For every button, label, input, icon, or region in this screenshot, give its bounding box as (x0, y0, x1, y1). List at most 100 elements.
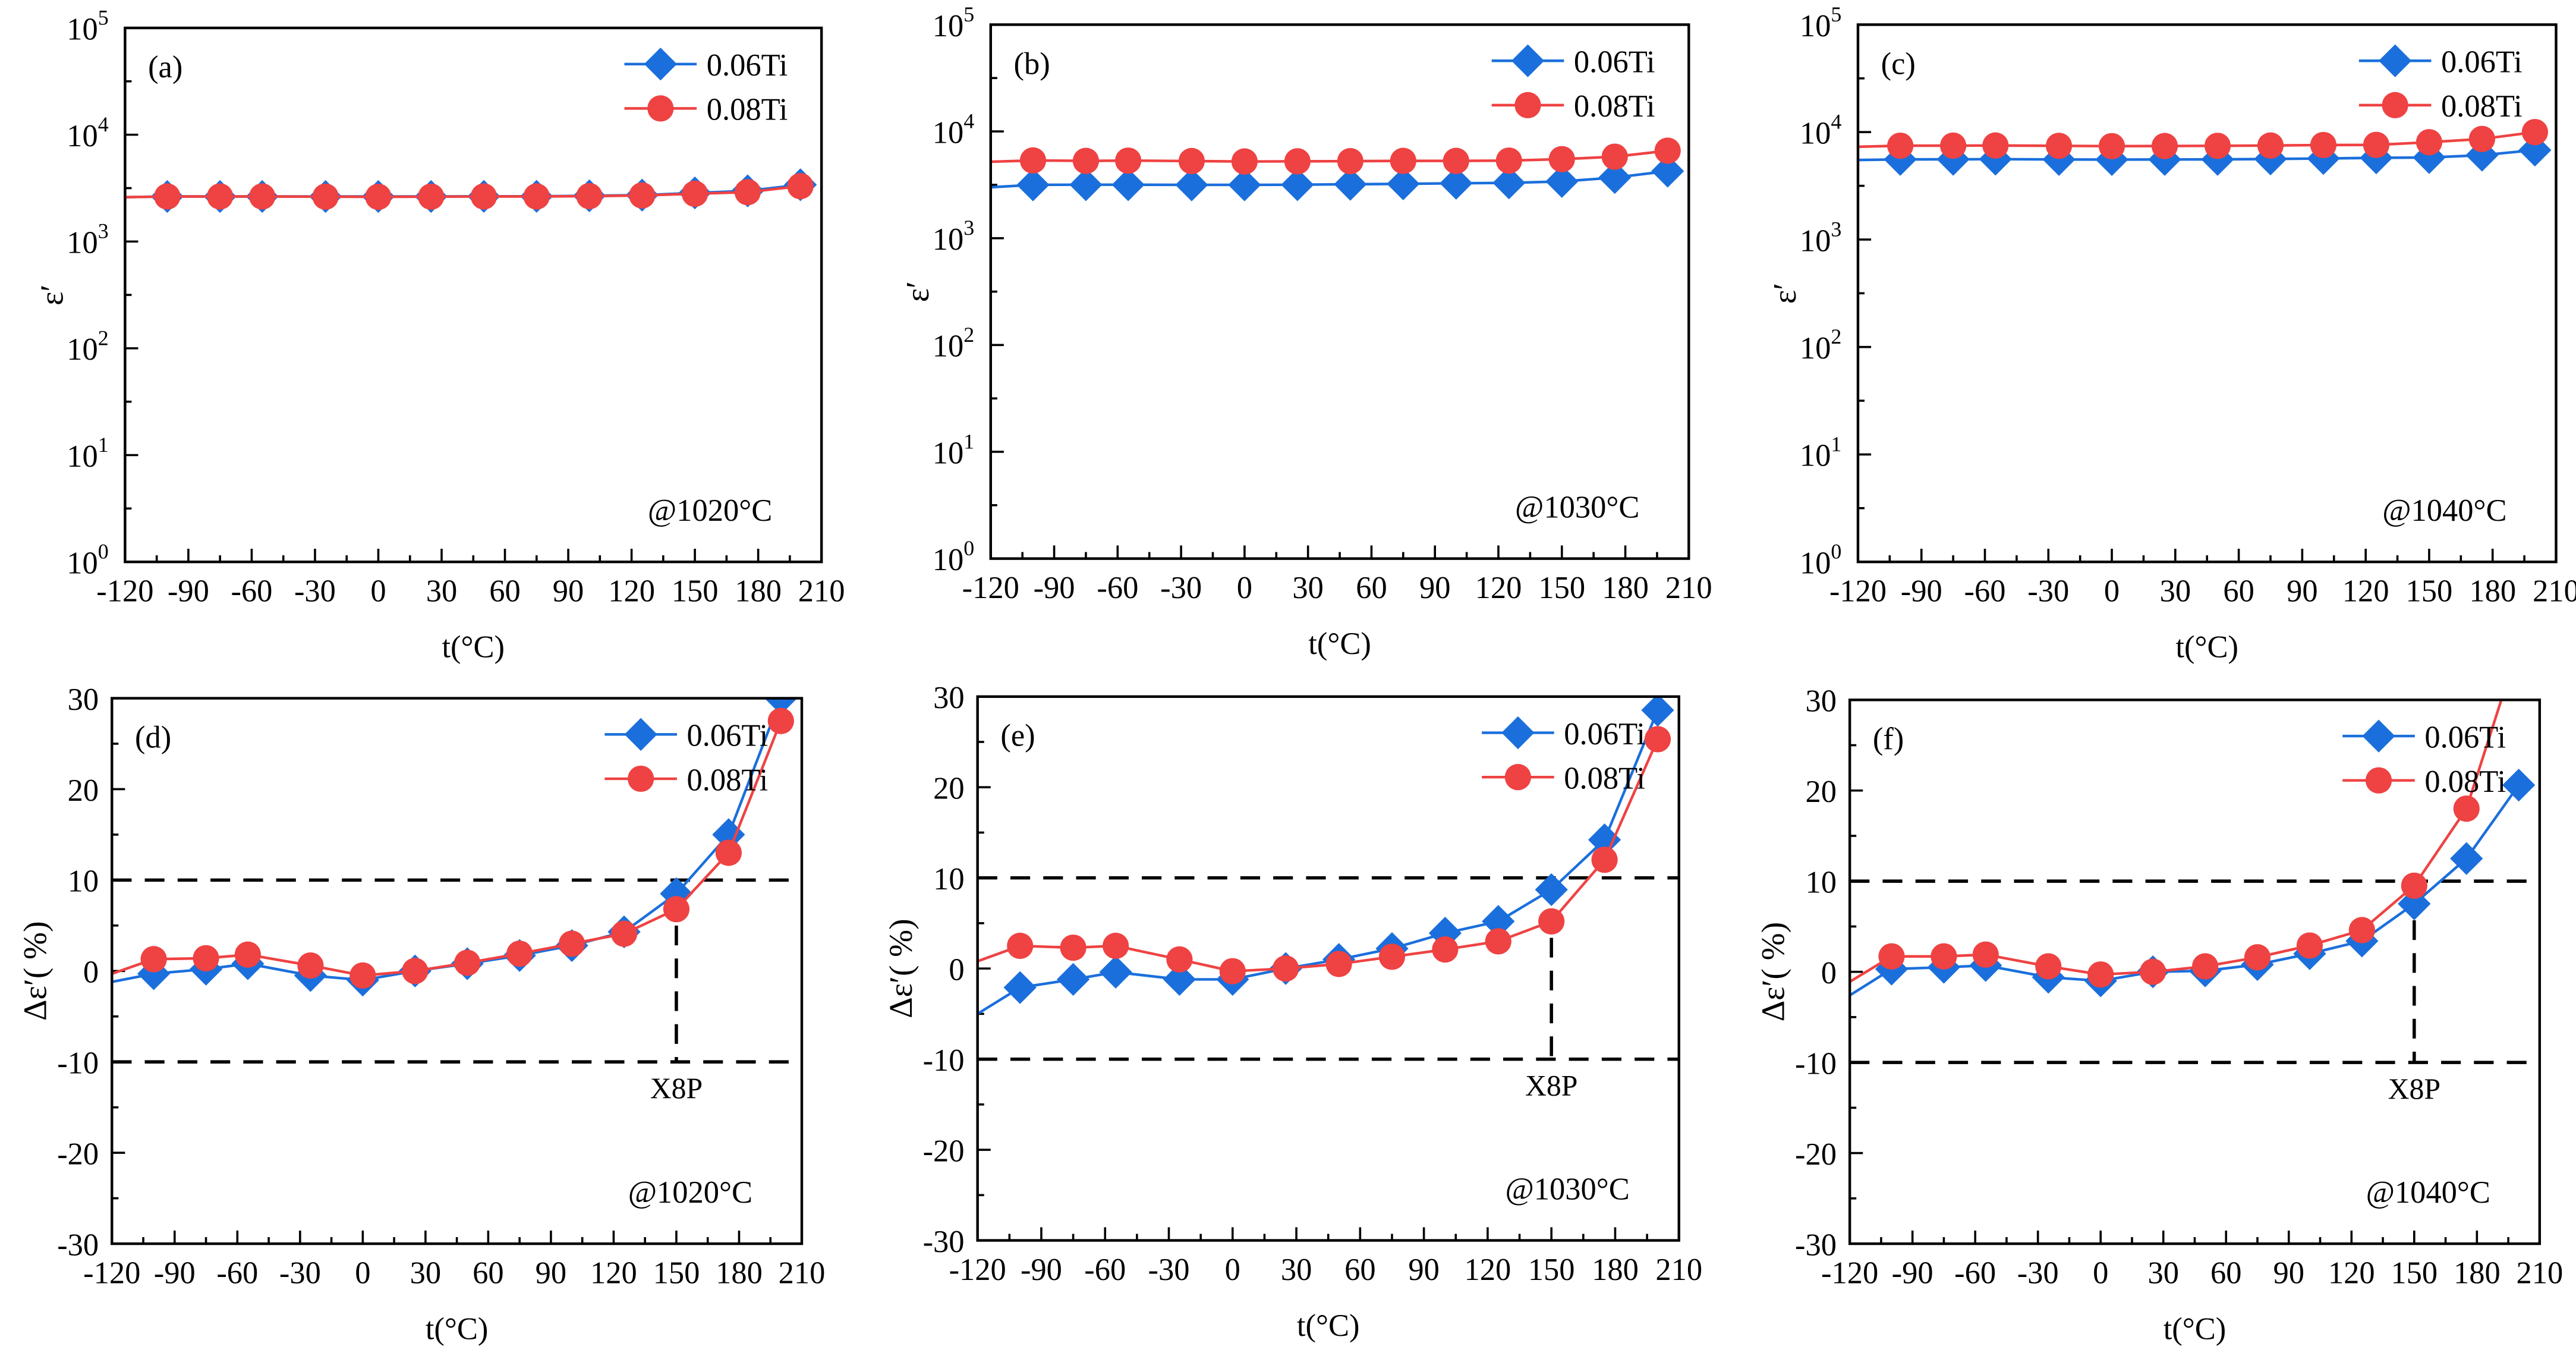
data-point-diamond (1387, 167, 1420, 200)
x-axis-label: t(°C) (1308, 627, 1371, 661)
y-tick-exponent: 0 (963, 536, 974, 560)
panel-label: (d) (135, 720, 171, 754)
y-tick-label: 100 (933, 536, 974, 577)
y-tick-base: 10 (933, 9, 964, 43)
data-point-diamond (2362, 719, 2395, 753)
plot-area (1850, 700, 2536, 998)
legend-item: 0.08Ti (1482, 762, 1645, 796)
x-tick-label: 0 (1237, 571, 1252, 605)
y-axis-label: ε′ (33, 284, 70, 305)
y-tick-label: 102 (67, 326, 108, 367)
sintering-temperature-annotation: @1040°C (2382, 493, 2506, 528)
y-tick-label: -30 (1795, 1228, 1837, 1262)
sintering-temperature-annotation: @1040°C (2366, 1175, 2490, 1210)
y-tick-label: 102 (933, 323, 974, 364)
x-tick-label: 150 (2406, 574, 2453, 608)
y-tick-base: 10 (1800, 117, 1831, 151)
x-tick-label: 210 (1665, 571, 1712, 605)
series-line-0.06Ti (977, 709, 1659, 1015)
data-point-diamond (1099, 955, 1132, 989)
data-point-circle (1007, 932, 1034, 960)
y-tick-label: 0 (1821, 956, 1837, 990)
data-point-circle (207, 183, 234, 210)
data-point-circle (1931, 943, 1957, 970)
data-point-circle (1273, 955, 1299, 982)
data-point-circle (1972, 941, 1999, 968)
y-tick-exponent: 4 (1831, 110, 1841, 134)
x-tick-label: -60 (216, 1256, 258, 1290)
y-tick-label: 30 (1806, 684, 1837, 719)
x-tick-label: 150 (672, 574, 719, 608)
chart-panel-b: -120 -90 -60 -30 0 30 60 90 120 150 180 21010010110… (899, 2, 1712, 661)
y-tick-label: 30 (68, 682, 99, 717)
y-tick-label: 100 (1800, 540, 1841, 581)
x-tick-label: -30 (1160, 571, 1202, 605)
data-point-circle (1504, 764, 1532, 791)
y-tick-base: 10 (933, 115, 964, 150)
y-tick-exponent: 4 (98, 112, 109, 136)
data-point-circle (2140, 958, 2166, 985)
data-point-diamond (1281, 168, 1314, 202)
data-point-circle (681, 180, 708, 207)
x-tick-label: -30 (2017, 1256, 2059, 1290)
data-point-circle (1443, 147, 1469, 174)
y-tick-label: 20 (933, 772, 965, 806)
y-tick-label: 10 (1806, 866, 1837, 900)
data-point-circle (1219, 958, 1246, 984)
data-point-circle (2035, 953, 2062, 980)
data-point-diamond (1334, 168, 1367, 201)
y-tick-label: 0 (83, 955, 99, 990)
data-point-circle (663, 896, 690, 923)
data-point-circle (1060, 934, 1087, 961)
data-point-circle (193, 945, 219, 971)
data-point-circle (454, 949, 481, 976)
data-point-circle (140, 946, 167, 973)
data-point-diamond (1069, 168, 1103, 202)
x-tick-label: 210 (2533, 574, 2576, 608)
x-tick-label: -60 (1964, 574, 2006, 608)
y-tick-label: 101 (1800, 432, 1841, 473)
x-tick-label: 90 (1419, 571, 1451, 605)
panel-label: (b) (1013, 46, 1050, 81)
sintering-temperature-annotation: @1020°C (628, 1175, 752, 1210)
data-point-circle (470, 183, 497, 210)
data-point-circle (1103, 932, 1129, 960)
x-tick-label: -30 (2027, 574, 2069, 608)
sintering-temperature-annotation: @1030°C (1505, 1172, 1629, 1206)
y-tick-label: -20 (1795, 1137, 1837, 1172)
x-tick-label: 90 (536, 1256, 567, 1290)
y-tick-label: 103 (933, 216, 974, 257)
data-point-circle (576, 183, 603, 210)
y-tick-label: 104 (67, 112, 109, 153)
x-tick-label: 60 (489, 574, 521, 608)
data-point-circle (610, 920, 638, 947)
legend-item: 0.08Ti (604, 763, 768, 797)
axes-frame (989, 23, 1690, 560)
data-point-diamond (1651, 155, 1684, 188)
y-tick-exponent: 3 (98, 219, 109, 243)
data-point-diamond (2450, 842, 2483, 875)
y-tick-exponent: 3 (1831, 217, 1841, 241)
x-tick-label: -60 (1084, 1253, 1126, 1287)
data-point-circle (1178, 147, 1205, 175)
y-tick-label: 103 (1800, 217, 1841, 258)
data-point-circle (1378, 943, 1406, 970)
x-tick-label: 120 (1475, 571, 1522, 605)
x-tick-label: -90 (1034, 571, 1075, 605)
x-tick-label: 210 (2516, 1256, 2563, 1290)
y-tick-exponent: 5 (98, 5, 109, 29)
x-tick-label: -90 (1892, 1256, 1933, 1290)
y-tick-base: 10 (1800, 224, 1831, 258)
x-tick-label: 90 (2273, 1256, 2305, 1290)
data-point-circle (734, 179, 761, 206)
y-tick-exponent: 0 (98, 540, 109, 564)
x-tick-label: 30 (1281, 1253, 1312, 1287)
x-axis-label: t(°C) (1297, 1308, 1360, 1343)
y-tick-exponent: 4 (963, 109, 974, 133)
data-point-diamond (1482, 905, 1515, 938)
x-tick-label: 180 (2469, 574, 2516, 608)
legend-label: 0.08Ti (687, 763, 769, 797)
y-tick-label: 10 (68, 864, 99, 899)
x-tick-label: 30 (2147, 1256, 2179, 1290)
chart-panel-f: -120 -90 -60 -30 0 30 60 90 120 150 180 210 -30 -20 -1… (1755, 684, 2564, 1347)
